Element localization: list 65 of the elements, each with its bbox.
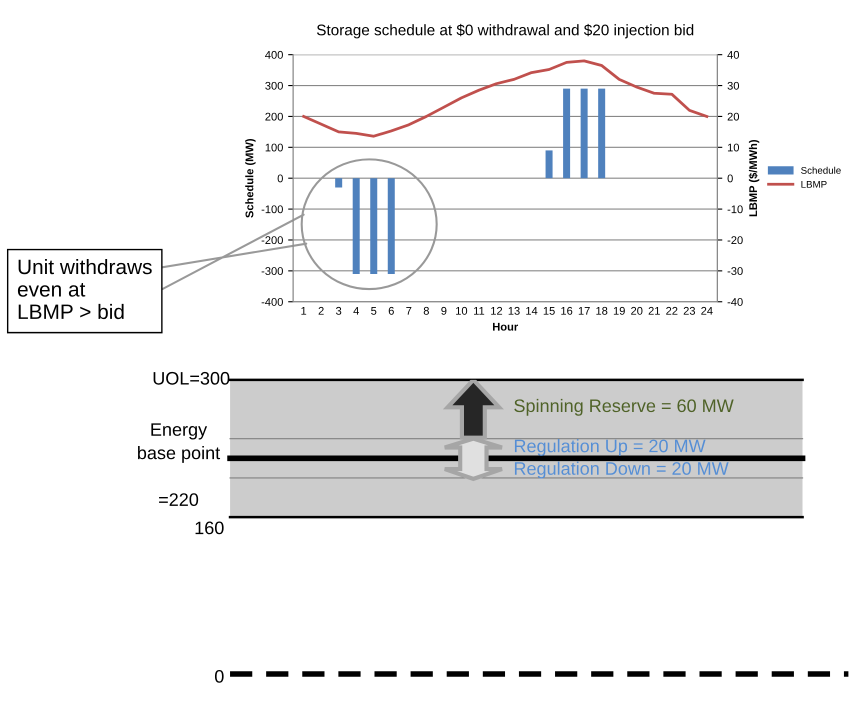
y2-tick-label: 30	[728, 82, 740, 90]
y2-tick-label: -30	[728, 267, 743, 275]
x-tick-label: 10	[456, 306, 468, 315]
bar	[546, 150, 553, 178]
y-tick-label: -200	[262, 236, 283, 244]
legend-label: LBMP	[801, 181, 827, 188]
x-tick-label: 9	[441, 306, 446, 315]
y-tick-label: 100	[266, 144, 283, 152]
bar	[370, 178, 378, 274]
bar	[388, 178, 395, 274]
bar	[352, 178, 360, 274]
text: UOL=300	[154, 372, 230, 385]
y2-tick-label: 20	[728, 112, 740, 121]
bar	[335, 178, 342, 188]
x-tick-label: 3	[336, 306, 342, 315]
text: Regulation Up = 20 MW	[514, 439, 706, 456]
text: Energy base point =220	[138, 423, 220, 506]
x-tick-label: 23	[684, 306, 696, 315]
x-tick-label: 5	[371, 307, 376, 315]
x-tick-label: 19	[614, 306, 625, 315]
y2-tick-label: -40	[728, 298, 743, 306]
x-tick-label: 2	[318, 306, 324, 315]
x-tick-label: 18	[596, 306, 608, 315]
x-tick-label: 4	[353, 307, 359, 315]
text: Regulation Down = 20 MW	[514, 462, 729, 478]
x-tick-label: 8	[424, 306, 429, 315]
x-tick-label: 15	[544, 307, 555, 315]
y-tick-label: -400	[262, 298, 283, 306]
y2-tick-label: -20	[728, 236, 743, 244]
y2-tick-label: 0	[728, 174, 733, 182]
y-tick-label: -100	[262, 205, 283, 214]
x-tick-label: 1	[301, 307, 306, 315]
y2-axis-title: LBMP ($/MWh)	[748, 140, 760, 216]
y-tick-label: 300	[265, 82, 283, 90]
line-series	[302, 59, 708, 138]
x-tick-label: 21	[648, 306, 660, 315]
bar	[563, 88, 570, 178]
x-tick-label: 16	[561, 306, 572, 315]
y-axis-title: Schedule (MW)	[245, 138, 256, 218]
x-tick-label: 6	[388, 306, 394, 315]
y-tick-label: 0	[278, 174, 283, 182]
x-tick-label: 22	[666, 306, 678, 315]
text: Spinning Reserve = 60 MW	[514, 398, 734, 416]
x-axis-title: Hour	[493, 322, 518, 331]
y2-tick-label: 10	[728, 144, 740, 152]
legend-label: Schedule	[801, 166, 841, 174]
x-tick-label: 7	[406, 307, 412, 315]
text: Unit withdraws even at LBMP > bid	[18, 258, 152, 320]
x-tick-label: 14	[526, 307, 538, 315]
chart-title: Storage schedule at $0 withdrawal and $20 injection bid	[316, 24, 694, 38]
x-tick-label: 24	[701, 306, 713, 315]
x-tick-label: 13	[508, 306, 520, 315]
bar	[598, 88, 606, 178]
x-tick-label: 12	[491, 306, 502, 315]
bar	[580, 88, 588, 178]
y-tick-label: -300	[262, 267, 283, 275]
text: 160	[196, 522, 224, 534]
y2-tick-label: -10	[728, 205, 743, 214]
x-tick-label: 11	[474, 307, 484, 315]
text: 0	[214, 670, 224, 683]
y2-tick-label: 40	[727, 50, 740, 59]
y-tick-label: 200	[265, 112, 283, 121]
x-tick-label: 17	[578, 307, 590, 315]
y-tick-label: 400	[265, 50, 283, 59]
x-tick-label: 20	[631, 306, 642, 315]
